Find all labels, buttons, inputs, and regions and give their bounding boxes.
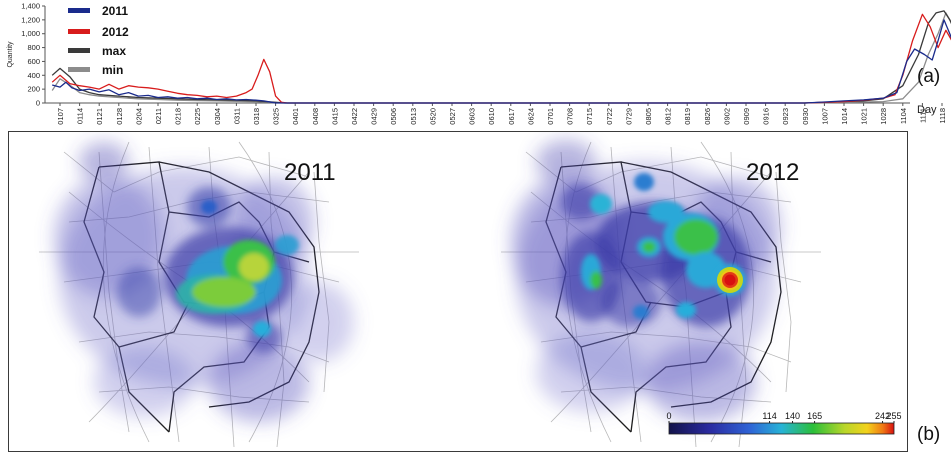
x-tick-label: 1104 (899, 108, 908, 124)
x-tick-label: 0325 (272, 108, 281, 125)
heatmap-maps: 2011 (39, 140, 902, 448)
x-tick-label: 0812 (664, 108, 673, 125)
x-tick-label: 0408 (311, 108, 320, 125)
x-tick-label: 0318 (252, 108, 261, 125)
heatmap-panel: 2011 (8, 131, 908, 452)
x-tick-label: 0715 (585, 108, 594, 125)
x-tick-label: 0304 (213, 108, 222, 125)
x-tick-label: 0909 (742, 108, 751, 125)
y-tick-label: 600 (27, 57, 40, 66)
x-tick-label: 0204 (134, 108, 143, 125)
x-tick-label: 0701 (546, 108, 555, 125)
x-tick-label: 0513 (409, 108, 418, 125)
y-tick-label: 400 (27, 71, 40, 80)
colorbar-gradient (668, 422, 895, 435)
x-tick-label: 0218 (174, 108, 183, 125)
colorbar-tick-label: 255 (886, 411, 901, 421)
x-tick-label: 0527 (448, 108, 457, 125)
density-peak (714, 264, 746, 296)
panel-label-b: (b) (917, 424, 941, 445)
x-tick-label: 1118 (938, 108, 947, 124)
legend-swatch-max (68, 48, 90, 53)
y-tick-label: 0 (36, 99, 40, 108)
x-axis-label: Day (917, 104, 937, 116)
y-tick-label: 1,200 (21, 15, 40, 24)
y-axis-label: Quantity (7, 41, 14, 68)
x-tick-label: 0729 (624, 108, 633, 125)
colorbar-tick-label: 114 (762, 411, 776, 421)
x-tick-label: 1007 (820, 108, 829, 125)
x-tick-label: 1021 (860, 108, 869, 125)
legend-swatch-2011 (68, 8, 90, 13)
series-line-2012 (51, 13, 951, 104)
x-tick-label: 0429 (370, 108, 379, 125)
x-tick-label: 1111 (918, 108, 927, 123)
x-tick-label: 0708 (566, 108, 575, 125)
x-tick-label: 0128 (115, 108, 124, 125)
legend-label-2012: 2012 (102, 25, 129, 39)
map-title-2012: 2012 (746, 159, 799, 186)
x-tick-label: 0610 (487, 108, 496, 125)
legend-swatch-min (68, 67, 90, 72)
density-low (54, 142, 354, 422)
x-tick-label: 0520 (428, 108, 437, 125)
legend-label-max: max (102, 44, 126, 58)
x-tick-label: 0114 (76, 108, 85, 124)
heatmap-map-2012: 2012 (501, 140, 821, 448)
x-tick-label: 0722 (605, 108, 614, 125)
y-tick-label: 1,000 (21, 29, 40, 38)
colorbar-tick-label: 140 (785, 411, 800, 421)
series-line-min (51, 12, 951, 104)
colorbar-tick-label: 165 (807, 411, 822, 421)
heatmap-map-2011: 2011 (39, 141, 359, 448)
x-tick-label: 0819 (683, 108, 692, 125)
x-tick-label: 0826 (703, 108, 712, 125)
x-tick-label: 0603 (468, 108, 477, 125)
series-line-max (51, 10, 951, 104)
legend-label-2011: 2011 (102, 4, 128, 18)
x-tick-label: 0225 (193, 108, 202, 125)
series-line-2011 (52, 19, 951, 104)
colorbar-tick-label: 0 (666, 411, 671, 421)
x-tick-label: 0506 (389, 108, 398, 125)
y-tick-label: 800 (27, 43, 40, 52)
x-tick-label: 0902 (722, 108, 731, 125)
legend-swatch-2012 (68, 29, 90, 34)
x-tick-label: 1014 (840, 108, 849, 125)
x-tick-label: 0617 (507, 108, 516, 125)
x-tick-label: 0107 (56, 108, 65, 125)
y-tick-label: 1,400 (21, 2, 40, 11)
density-high (176, 200, 299, 337)
y-tick-label: 200 (27, 85, 40, 94)
x-tick-label: 0923 (781, 108, 790, 125)
x-tick-label: 0401 (291, 108, 300, 125)
colorbar-tick-label: 242 (875, 411, 890, 421)
x-tick-label: 0624 (526, 108, 535, 125)
daily-quantity-line-chart: 0 200 400 600 800 1,000 1,200 1,400 Quantity 0107… (7, 2, 951, 125)
map-title-2011: 2011 (284, 159, 336, 186)
x-tick-label: 0422 (350, 108, 359, 125)
x-tick-label: 0805 (644, 108, 653, 125)
x-tick-label: 1028 (879, 108, 888, 125)
x-tick-label: 0211 (154, 108, 163, 124)
x-tick-label: 0311 (232, 108, 241, 124)
x-tick-label: 0916 (762, 108, 771, 125)
legend-label-min: min (102, 63, 123, 77)
x-tick-label: 0121 (95, 108, 104, 125)
x-tick-label: 0415 (330, 108, 339, 125)
panel-label-a: (a) (917, 66, 941, 87)
x-tick-label: 0930 (801, 108, 810, 125)
